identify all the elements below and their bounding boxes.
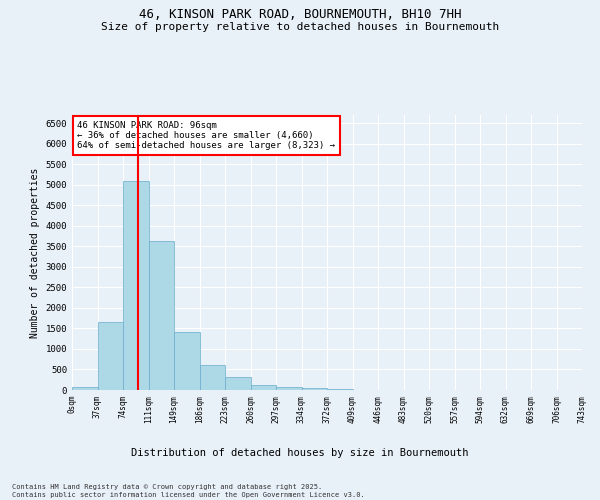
Bar xyxy=(123,180,149,390)
Text: Size of property relative to detached houses in Bournemouth: Size of property relative to detached ho… xyxy=(101,22,499,32)
Text: Distribution of detached houses by size in Bournemouth: Distribution of detached houses by size … xyxy=(131,448,469,458)
Text: Contains HM Land Registry data © Crown copyright and database right 2025.
Contai: Contains HM Land Registry data © Crown c… xyxy=(12,484,365,498)
Bar xyxy=(149,242,174,390)
Text: 46, KINSON PARK ROAD, BOURNEMOUTH, BH10 7HH: 46, KINSON PARK ROAD, BOURNEMOUTH, BH10 … xyxy=(139,8,461,20)
Bar xyxy=(72,387,97,390)
Text: 46 KINSON PARK ROAD: 96sqm
← 36% of detached houses are smaller (4,660)
64% of s: 46 KINSON PARK ROAD: 96sqm ← 36% of deta… xyxy=(77,120,335,150)
Bar xyxy=(97,322,123,390)
Bar xyxy=(276,387,302,390)
Bar xyxy=(199,364,225,390)
Bar xyxy=(327,389,353,390)
Y-axis label: Number of detached properties: Number of detached properties xyxy=(30,168,40,338)
Bar xyxy=(225,378,251,390)
Bar xyxy=(251,384,276,390)
Bar xyxy=(174,332,199,390)
Bar xyxy=(302,388,327,390)
